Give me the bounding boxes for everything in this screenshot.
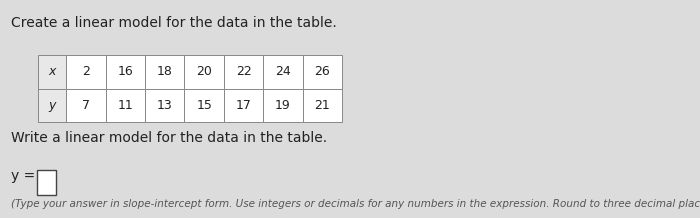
Text: 21: 21 — [314, 99, 330, 112]
Text: 17: 17 — [236, 99, 251, 112]
Bar — [263, 89, 302, 122]
Bar — [263, 55, 302, 89]
Text: 20: 20 — [196, 65, 212, 78]
Text: 7: 7 — [82, 99, 90, 112]
Text: 2: 2 — [82, 65, 90, 78]
Bar — [37, 170, 55, 195]
Bar — [224, 89, 263, 122]
Text: 13: 13 — [157, 99, 173, 112]
Bar — [106, 55, 145, 89]
Text: 18: 18 — [157, 65, 173, 78]
Text: 11: 11 — [118, 99, 133, 112]
Bar — [38, 55, 66, 89]
Bar — [106, 89, 145, 122]
Bar — [185, 89, 224, 122]
Bar — [145, 55, 185, 89]
Text: 22: 22 — [236, 65, 251, 78]
Bar — [302, 89, 342, 122]
Text: 24: 24 — [275, 65, 290, 78]
Text: 19: 19 — [275, 99, 290, 112]
Text: y: y — [49, 99, 56, 112]
Text: y =: y = — [10, 169, 35, 183]
Bar — [145, 89, 185, 122]
Bar — [38, 89, 66, 122]
Bar — [66, 55, 106, 89]
Text: 15: 15 — [196, 99, 212, 112]
Text: 26: 26 — [314, 65, 330, 78]
Text: x: x — [49, 65, 56, 78]
Text: Create a linear model for the data in the table.: Create a linear model for the data in th… — [10, 16, 337, 31]
Bar — [302, 55, 342, 89]
Text: Write a linear model for the data in the table.: Write a linear model for the data in the… — [10, 131, 327, 145]
Bar — [185, 55, 224, 89]
Bar — [66, 89, 106, 122]
Bar — [224, 55, 263, 89]
Text: (Type your answer in slope-intercept form. Use integers or decimals for any numb: (Type your answer in slope-intercept for… — [10, 199, 700, 209]
Text: 16: 16 — [118, 65, 133, 78]
